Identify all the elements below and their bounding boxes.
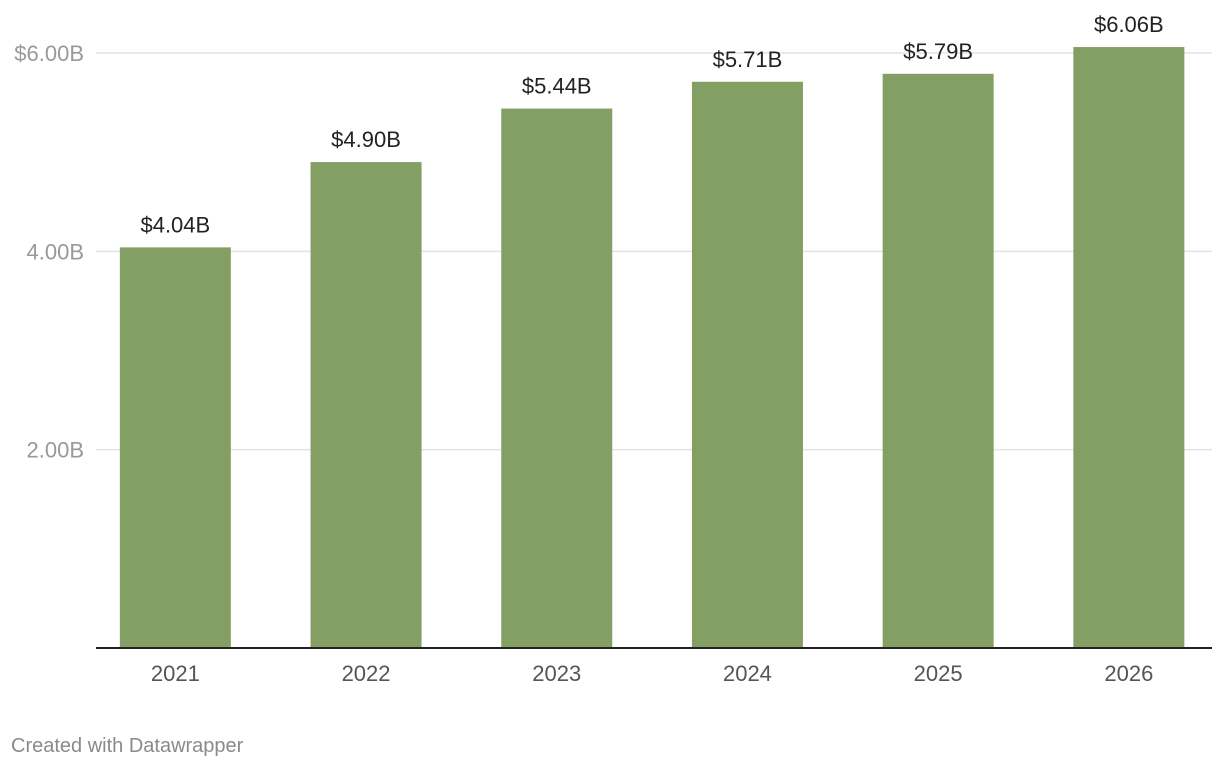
y-tick-label: $6.00B (14, 41, 84, 66)
x-tick-label: 2024 (723, 661, 772, 686)
bar-chart: 2.00B 4.00B $6.00B $4.04B 2021 $4.90B 2022 $5.4… (14, 12, 1212, 686)
gridlines (96, 52, 1212, 451)
data-label: $4.90B (331, 127, 401, 152)
y-tick-label: 2.00B (27, 438, 85, 463)
data-label: $4.04B (140, 212, 210, 237)
bars (119, 47, 1185, 649)
bar-2026 (1073, 47, 1185, 649)
bar-2025 (882, 73, 994, 648)
chart-container: 2.00B 4.00B $6.00B $4.04B 2021 $4.90B 2022 $5.4… (14, 12, 1212, 686)
x-tick-label: 2023 (532, 661, 581, 686)
data-label: $6.06B (1094, 12, 1164, 37)
y-tick-label: 4.00B (27, 239, 85, 264)
footer-credit: Created with Datawrapper (11, 735, 244, 757)
labels: 2.00B 4.00B $6.00B $4.04B 2021 $4.90B 2022 $5.4… (14, 12, 1163, 686)
bar-2023 (501, 108, 613, 649)
bar-2022 (310, 162, 422, 649)
x-tick-label: 2026 (1104, 661, 1153, 686)
data-label: $5.79B (903, 39, 973, 64)
x-tick-label: 2021 (151, 661, 200, 686)
bar-2024 (691, 81, 803, 649)
data-label: $5.44B (522, 74, 592, 99)
x-tick-label: 2025 (914, 661, 963, 686)
data-label: $5.71B (713, 47, 783, 72)
bar-2021 (119, 247, 231, 648)
x-tick-label: 2022 (342, 661, 391, 686)
